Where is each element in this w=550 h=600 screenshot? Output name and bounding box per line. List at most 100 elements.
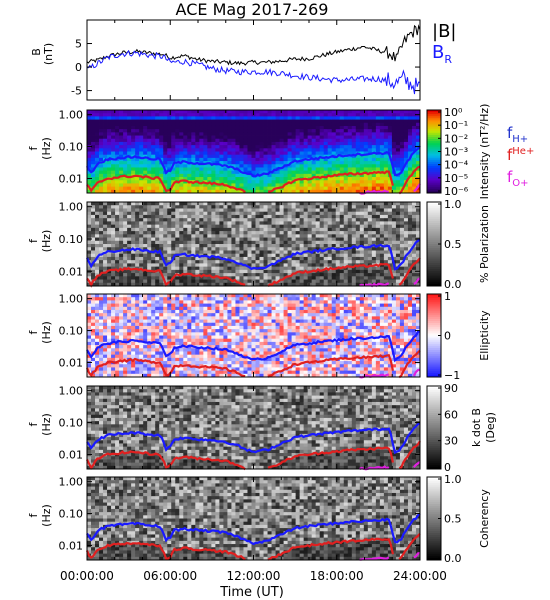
spectrogram-cell: [131, 306, 136, 311]
spectrogram-cell: [115, 211, 120, 216]
spectrogram-cell: [95, 303, 100, 308]
spectrogram-cell: [183, 145, 188, 149]
spectrogram-cell: [183, 141, 188, 146]
spectrogram-cell: [287, 247, 293, 251]
spectrogram-cell: [255, 151, 260, 156]
spectrogram-cell: [159, 157, 164, 162]
spectrogram-cell: [407, 189, 413, 194]
spectrogram-cell: [315, 208, 321, 213]
spectrogram-cell: [399, 157, 405, 162]
spectrogram-cell: [195, 164, 200, 168]
spectrogram-cell: [123, 364, 128, 368]
colorbar-step: [427, 186, 441, 190]
spectrogram-cell: [107, 189, 112, 194]
spectrogram-cell: [415, 211, 421, 216]
spectrogram-cell: [135, 294, 140, 298]
spectrogram-cell: [303, 237, 309, 242]
spectrogram-cell: [367, 231, 373, 235]
spectrogram-cell: [107, 240, 112, 245]
spectrogram-cell: [95, 247, 100, 251]
spectrogram-cell: [343, 234, 349, 238]
spectrogram-cell: [119, 167, 124, 172]
spectrogram-cell: [103, 227, 108, 232]
spectrogram-cell: [295, 205, 301, 209]
spectrogram-cell: [99, 332, 104, 336]
spectrogram-cell: [199, 151, 204, 156]
spectrogram-cell: [359, 177, 365, 181]
spectrogram-cell: [243, 214, 248, 219]
colorbar-step: [427, 128, 441, 132]
spectrogram-cell: [303, 125, 309, 130]
spectrogram-cell: [219, 244, 224, 248]
spectrogram-cell: [131, 279, 136, 284]
spectrogram-cell: [291, 141, 297, 146]
spectrogram-cell: [95, 170, 100, 175]
spectrogram-cell: [167, 227, 172, 232]
spectrogram-cell: [99, 341, 104, 346]
spectrogram-cell: [159, 322, 164, 327]
spectrogram-cell: [91, 211, 96, 216]
spectrogram-cell: [363, 237, 369, 242]
spectrogram-cell: [131, 367, 136, 372]
spectrogram-cell: [271, 221, 276, 226]
spectrogram-cell: [163, 145, 168, 149]
spectrogram-cell: [371, 116, 377, 120]
spectrogram-cell: [123, 335, 128, 340]
spectrogram-cell: [159, 319, 164, 324]
spectrogram-cell: [119, 221, 124, 226]
spectrogram-cell: [167, 135, 172, 140]
spectrogram-cell: [223, 279, 228, 284]
spectrogram-cell: [199, 157, 204, 162]
spectrogram-cell: [107, 227, 112, 232]
spectrogram-cell: [155, 373, 160, 378]
spectrogram-cell: [311, 189, 317, 194]
spectrogram-cell: [315, 183, 321, 188]
spectrogram-cell: [95, 240, 100, 245]
spectrogram-cell: [287, 183, 293, 188]
spectrogram-cell: [235, 145, 240, 149]
spectrogram-cell: [131, 276, 136, 280]
spectrogram-cell: [355, 247, 361, 251]
spectrogram-cell: [267, 164, 272, 168]
spectrogram-cell: [415, 266, 421, 271]
spectrogram-cell: [131, 373, 136, 378]
spectrogram-cell: [143, 148, 148, 152]
spectrogram-cell: [203, 110, 208, 114]
spectrogram-cell: [187, 269, 192, 274]
spectrogram-cell: [131, 231, 136, 235]
spectrogram-cell: [103, 306, 108, 311]
spectrogram-cell: [95, 354, 100, 359]
spectrogram-cell: [111, 253, 116, 258]
spectrogram-cell: [307, 116, 313, 120]
spectrogram-cell: [179, 237, 184, 242]
spectrogram-cell: [235, 276, 240, 280]
spectrogram-cell: [171, 231, 176, 235]
spectrogram-cell: [371, 227, 377, 232]
spectrogram-cell: [331, 282, 337, 287]
spectrogram-cell: [127, 234, 132, 238]
spectrogram-cell: [227, 205, 232, 209]
spectrogram-cell: [99, 138, 104, 143]
spectrogram-cell: [191, 276, 196, 280]
spectrogram-cell: [119, 276, 124, 280]
spectrogram-cell: [319, 244, 325, 248]
spectrogram-cell: [155, 164, 160, 168]
spectrogram-cell: [135, 141, 140, 146]
spectrogram-cell: [215, 253, 220, 258]
spectrogram-cell: [171, 273, 176, 277]
spectrogram-cell: [291, 119, 297, 124]
spectrogram-cell: [247, 129, 252, 133]
spectrogram-cell: [191, 173, 196, 178]
spectrogram-cell: [399, 224, 405, 229]
spectrogram-cell: [227, 145, 232, 149]
spectrogram-cell: [119, 234, 124, 238]
spectrogram-cell: [287, 266, 293, 271]
spectrogram-cell: [195, 256, 200, 261]
spectrogram-cell: [231, 116, 236, 120]
spectrogram-cell: [175, 145, 180, 149]
spectrogram-cell: [115, 345, 120, 349]
spectrogram-cell: [103, 322, 108, 327]
spectrogram-cell: [151, 276, 156, 280]
spectrogram-cell: [239, 189, 244, 194]
spectrogram-cell: [259, 221, 264, 226]
